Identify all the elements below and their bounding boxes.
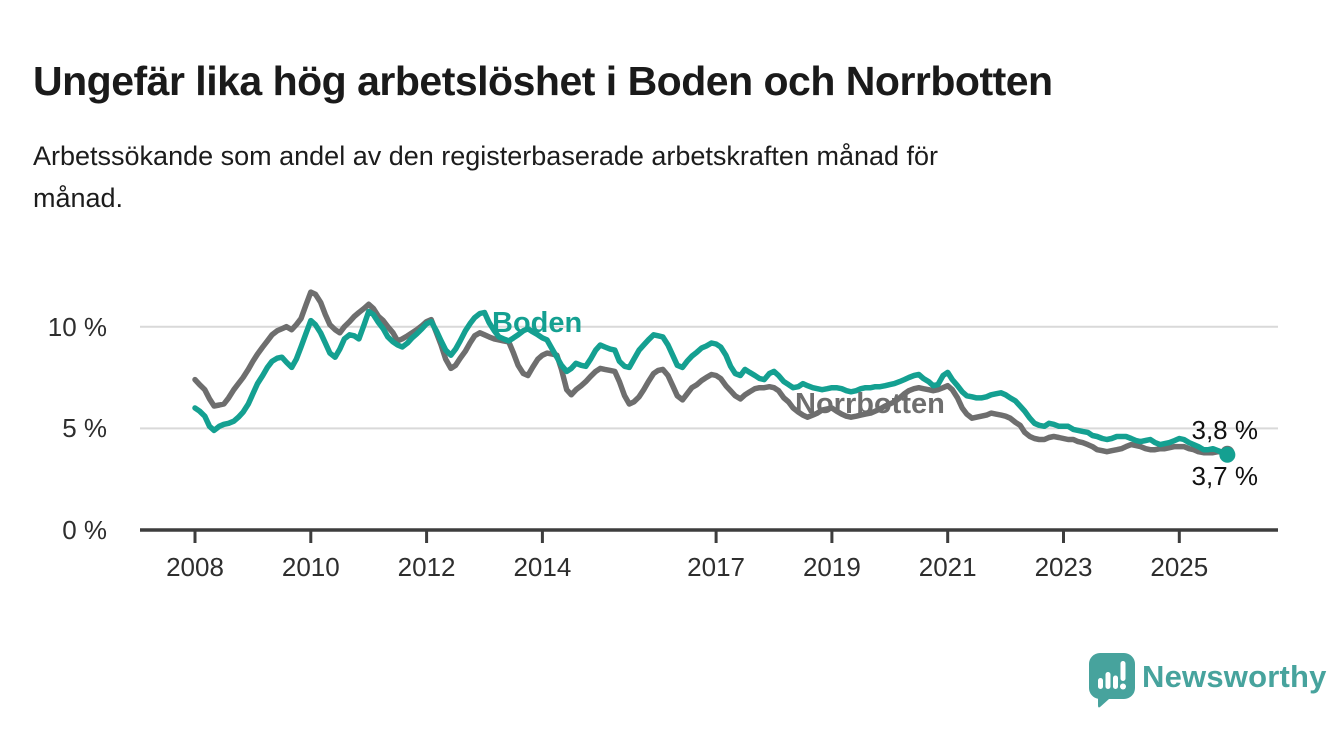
end-value-boden: 3,7 %: [1191, 461, 1259, 491]
y-axis-label: 5 %: [62, 413, 107, 444]
end-value-norrbotten: 3,8 %: [1191, 415, 1259, 445]
newsworthy-logo: Newsworthy: [1087, 652, 1326, 708]
x-axis-label: 2012: [397, 552, 456, 582]
x-axis-label: 2008: [166, 552, 224, 582]
y-axis-label: 10 %: [47, 311, 107, 342]
x-axis-label: 2019: [802, 552, 861, 582]
y-axis-label: 0 %: [62, 515, 107, 545]
x-axis-label: 2023: [1034, 552, 1093, 582]
series-line-norrbotten: [192, 289, 1231, 456]
newsworthy-logo-text: Newsworthy: [1142, 659, 1327, 694]
page-subtitle: Arbetssökande som andel av den registerb…: [33, 141, 939, 213]
newsworthy-logo-icon: [1089, 653, 1135, 708]
series-label-boden: Boden: [492, 307, 583, 339]
x-axis-label: 2017: [687, 552, 746, 582]
x-axis-label: 2025: [1150, 552, 1209, 582]
end-dot-boden: [1219, 446, 1236, 463]
x-axis-label: 2014: [513, 552, 572, 582]
x-axis-label: 2010: [281, 552, 340, 582]
x-axis-label: 2021: [918, 552, 977, 582]
series-label-norrbotten: Norrbotten: [795, 388, 945, 420]
series-line-boden: [192, 308, 1231, 458]
page-title: Ungefär lika hög arbetslöshet i Boden oc…: [33, 58, 1053, 105]
